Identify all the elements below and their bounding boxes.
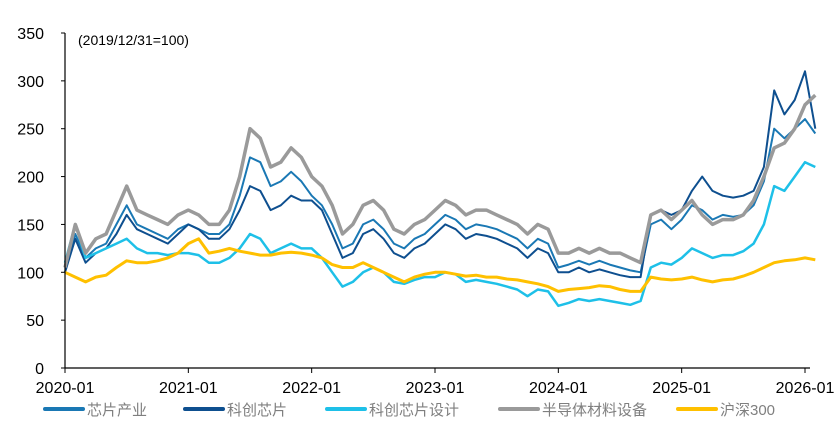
series-line-半导体材料设备 bbox=[63, 93, 817, 268]
legend-label: 芯片产业 bbox=[87, 402, 147, 419]
legend-label: 科创芯片设计 bbox=[369, 402, 459, 419]
x-tick-label: 2023-01 bbox=[406, 380, 465, 397]
y-tick-label: 50 bbox=[26, 313, 44, 330]
legend-item: 科创芯片 bbox=[183, 402, 287, 419]
series-line-沪深300 bbox=[64, 237, 816, 293]
series-line-科创芯片 bbox=[64, 70, 817, 279]
y-tick-label: 250 bbox=[17, 122, 44, 139]
y-tick-label: 350 bbox=[17, 26, 44, 43]
legend-item: 半导体材料设备 bbox=[498, 402, 647, 419]
x-tick-label: 2022-01 bbox=[282, 380, 341, 397]
y-tick-label: 300 bbox=[17, 74, 44, 91]
x-tick-label: 2024-01 bbox=[529, 380, 588, 397]
index-base-note: (2019/12/31=100) bbox=[78, 32, 189, 48]
series-line-科创芯片设计 bbox=[63, 160, 816, 308]
y-tick-label: 0 bbox=[35, 361, 44, 378]
legend-item: 沪深300 bbox=[676, 402, 775, 419]
series-line-芯片产业 bbox=[64, 118, 817, 274]
legend-label: 半导体材料设备 bbox=[542, 402, 647, 419]
x-tick-label: 2025-01 bbox=[652, 380, 711, 397]
y-tick-label: 150 bbox=[17, 217, 44, 234]
x-tick-label: 2026-01 bbox=[776, 380, 835, 397]
legend-label: 科创芯片 bbox=[227, 402, 287, 419]
legend-label: 沪深300 bbox=[720, 402, 775, 419]
x-tick-label: 2021-01 bbox=[159, 380, 218, 397]
y-tick-label: 200 bbox=[17, 170, 44, 187]
y-tick-label: 100 bbox=[17, 265, 44, 282]
x-tick-label: 2020-01 bbox=[36, 380, 95, 397]
legend-item: 科创芯片设计 bbox=[325, 402, 459, 419]
legend-item: 芯片产业 bbox=[43, 402, 147, 419]
